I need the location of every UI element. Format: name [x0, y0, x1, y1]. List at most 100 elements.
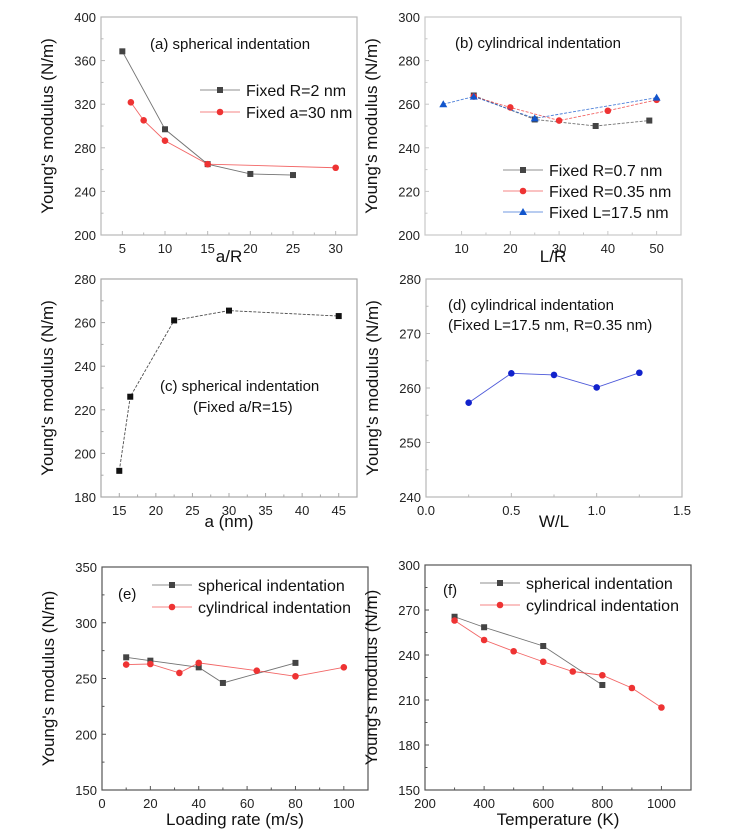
y-tick-label: 400	[74, 10, 96, 25]
x-tick-label: 0.5	[502, 503, 520, 518]
x-tick-label: 100	[333, 796, 355, 811]
y-axis-title: Young's modulus (N/m)	[38, 300, 57, 476]
data-point	[451, 613, 458, 620]
legend-marker	[216, 108, 224, 116]
legend-label: spherical indentation	[198, 578, 345, 595]
x-axis-title: a (nm)	[204, 512, 253, 531]
series-0	[451, 613, 606, 688]
data-point	[508, 369, 515, 377]
y-tick-label: 280	[74, 141, 96, 156]
legend-marker	[169, 582, 175, 588]
panel-annotation: (a) spherical indentation	[150, 36, 310, 53]
panel-annotation: (d) cylindrical indentation	[448, 297, 614, 314]
panel-annotation: (Fixed a/R=15)	[193, 399, 293, 416]
data-point	[195, 664, 202, 671]
data-point	[469, 92, 478, 100]
x-tick-label: 400	[473, 796, 495, 811]
data-point	[555, 117, 563, 124]
data-point	[481, 624, 488, 631]
x-axis-title: W/L	[539, 512, 569, 531]
y-tick-label: 300	[75, 616, 97, 631]
y-axis-title: Young's modulus (N/m)	[39, 591, 58, 767]
data-point	[161, 137, 169, 145]
data-point	[290, 172, 296, 179]
legend-label: Fixed R=0.7 nm	[549, 163, 662, 180]
panel-e: 150 200 250 300 350 0 20 40 60 80 100 Loading rate …	[39, 560, 369, 829]
data-point	[569, 668, 577, 675]
data-point	[530, 114, 539, 122]
x-tick-label: 35	[258, 503, 272, 518]
y-axis-title: Young's modulus (N/m)	[363, 300, 382, 476]
data-point	[127, 99, 135, 106]
y-tick-label: 240	[398, 648, 420, 663]
data-point	[253, 667, 261, 674]
y-axis-title: Young's modulus (N/m)	[38, 38, 57, 214]
y-axis-title: Young's modulus (N/m)	[362, 38, 381, 214]
x-axis-title: a/R	[216, 247, 242, 266]
series-line	[454, 616, 603, 686]
legend-marker	[519, 208, 527, 215]
x-tick-label: 15	[112, 503, 126, 518]
legend-label: spherical indentation	[526, 576, 673, 593]
x-tick-label: 20	[143, 796, 157, 811]
data-point	[636, 369, 643, 377]
series-line	[454, 620, 662, 708]
y-tick-label: 260	[74, 316, 96, 331]
y-tick-label: 180	[398, 738, 420, 753]
x-tick-label: 15	[200, 241, 214, 256]
y-tick-label: 150	[398, 783, 420, 798]
series-1	[451, 617, 665, 711]
x-tick-label: 10	[158, 241, 172, 256]
legend-marker	[519, 187, 527, 195]
legend-label: Fixed R=0.35 nm	[549, 184, 671, 201]
panel-annotation: (Fixed L=17.5 nm, R=0.35 nm)	[448, 317, 652, 334]
panel-annotation: (f)	[443, 582, 457, 599]
y-tick-label: 200	[74, 446, 96, 461]
data-point	[140, 117, 147, 124]
y-tick-label: 200	[398, 228, 420, 243]
data-point	[171, 317, 178, 324]
legend-marker	[496, 601, 504, 609]
data-point	[340, 664, 348, 671]
panel-c: 180 200 220 240 260 280 15 20 25 30 35 40 45 a (nm) Yo…	[38, 272, 358, 531]
y-tick-label: 250	[399, 436, 421, 451]
data-point	[332, 164, 339, 172]
x-tick-label: 10	[454, 241, 468, 256]
x-tick-label: 1000	[647, 796, 676, 811]
series-line	[126, 662, 344, 677]
x-axis-title: Loading rate (m/s)	[166, 810, 304, 829]
legend-label: Fixed a=30 nm	[246, 105, 352, 122]
x-tick-label: 25	[286, 241, 300, 256]
y-tick-label: 200	[75, 727, 97, 742]
legend-label: cylindrical indentation	[198, 600, 351, 617]
x-axis-title: Temperature (K)	[497, 810, 620, 829]
legend-marker	[497, 580, 503, 586]
y-tick-label: 210	[398, 693, 420, 708]
data-point	[604, 107, 612, 115]
series-1	[127, 99, 339, 172]
x-tick-label: 600	[532, 796, 554, 811]
series-line	[473, 96, 657, 122]
data-point	[480, 636, 488, 644]
y-tick-label: 350	[75, 560, 97, 575]
data-point	[592, 123, 599, 129]
x-tick-label: 40	[601, 241, 615, 256]
data-point	[510, 647, 517, 655]
panel-f: 150 180 210 240 270 300 200 400 600 800 1000 Temper…	[362, 558, 692, 829]
y-tick-label: 270	[399, 327, 421, 342]
data-point	[451, 617, 458, 624]
x-tick-label: 30	[552, 241, 566, 256]
data-point	[439, 100, 448, 108]
x-tick-label: 50	[649, 241, 663, 256]
x-tick-label: 30	[328, 241, 342, 256]
y-tick-label: 240	[74, 359, 96, 374]
y-tick-label: 280	[398, 54, 420, 69]
data-point	[646, 117, 653, 124]
series-1	[122, 659, 348, 680]
series-1	[470, 93, 660, 124]
data-point	[122, 661, 130, 668]
x-tick-label: 40	[295, 503, 309, 518]
y-tick-label: 260	[399, 381, 421, 396]
y-tick-label: 240	[398, 141, 420, 156]
